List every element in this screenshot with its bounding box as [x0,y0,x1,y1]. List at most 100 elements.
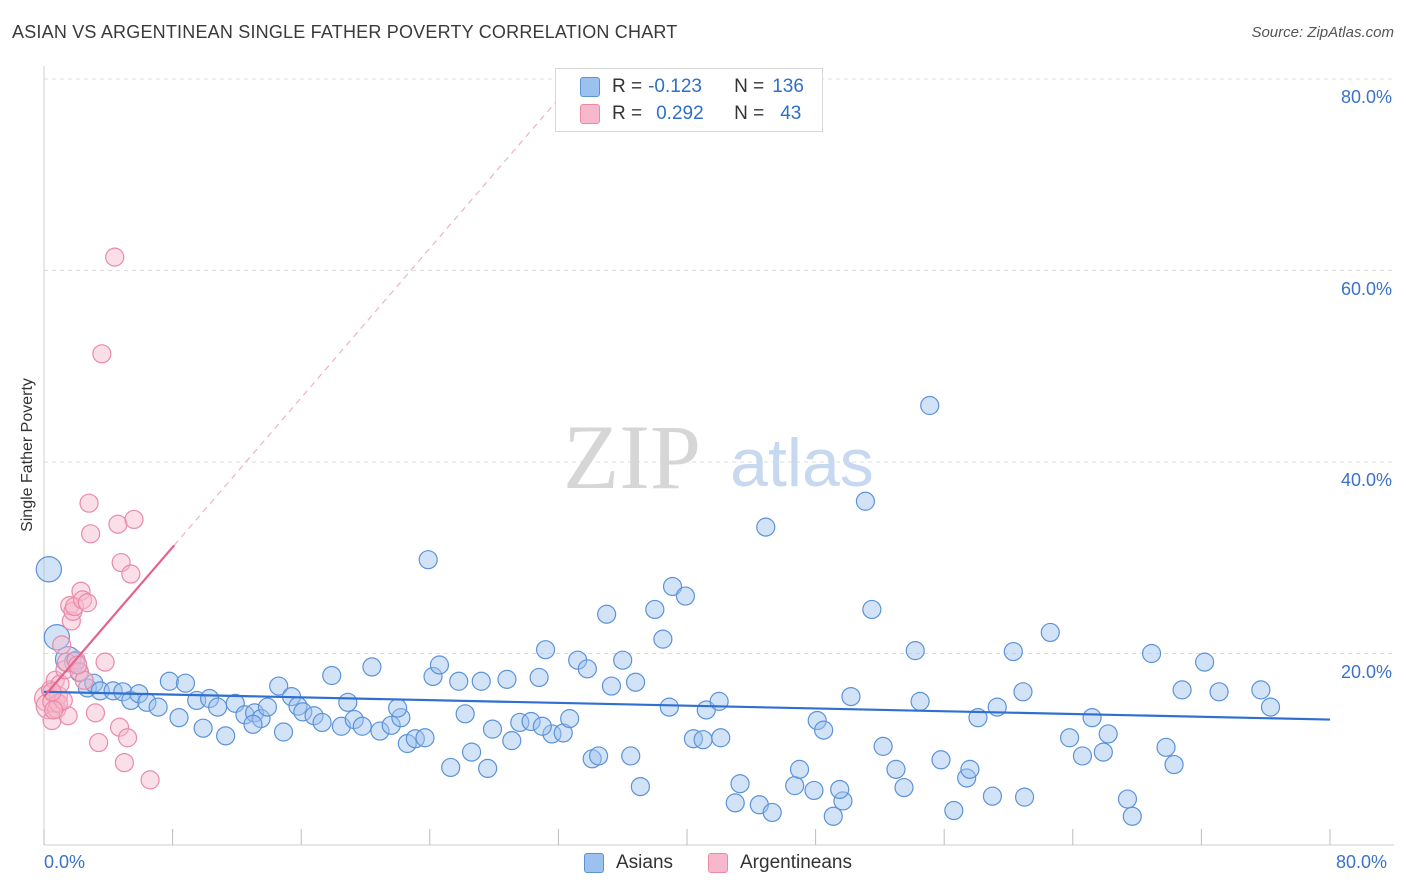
asian-point [482,719,503,739]
legend-r-value: -0.123 [648,76,702,97]
asian-point [841,686,861,707]
asian-point [429,655,450,675]
argentinean-point [52,635,72,655]
asian-point [497,669,517,689]
legend-n-value: 43 [780,103,802,124]
argentinean-point [61,611,81,631]
asian-point [415,728,435,748]
legend-row-argentineans: R = 0.292 N = 43 [580,102,801,126]
asian-point [455,704,475,724]
asian-point [1251,680,1271,700]
legend-n-value: 136 [772,76,804,97]
asian-point [1003,641,1023,662]
correlation-legend: R = -0.123 N = 136 R = 0.292 N = 43 [555,68,823,132]
asian-point [449,671,469,691]
asian-point [862,599,882,620]
asian-point [730,774,750,794]
asian-point [441,757,461,778]
argentinean-point [117,728,138,748]
argentinean-point [85,703,106,723]
asian-point [601,676,622,696]
asian-point [675,586,695,606]
argentinean-point [77,593,98,613]
asian-point [830,779,850,800]
argentineans-swatch [580,104,600,124]
asian-point [1122,806,1142,826]
asian-point [405,729,425,749]
argentinean-point [121,564,141,584]
asian-point [1072,746,1093,766]
argentineans-legend-swatch [708,853,728,873]
asian-point [807,710,827,731]
asians-swatch [580,77,600,97]
asian-point [886,759,906,779]
asian-point [944,800,964,821]
legend-item-asians: Asians [584,852,673,874]
x-tick-max: 80.0% [1336,852,1388,872]
asian-point [370,721,390,741]
argentinean-points [34,247,160,790]
asian-point [322,665,342,686]
asian-point [560,709,580,729]
argentineans-legend-label: Argentineans [740,852,852,873]
asian-point [814,720,834,740]
y-tick-label: 20.0% [1340,661,1392,682]
legend-r-label: R = [612,103,643,124]
asian-point [1014,787,1035,807]
asian-point [711,728,731,748]
asian-point [659,697,679,717]
asian-point [352,716,372,736]
asian-point [381,715,401,735]
asian-point [905,641,925,661]
legend-n-label: N = [734,76,765,97]
source-label: Source: ZipAtlas.com [1251,24,1394,41]
asian-point [532,716,552,736]
asian-point [175,673,196,693]
asian-point [982,786,1003,806]
asian-point [1209,682,1229,702]
argentinean-point [92,344,112,364]
asian-point [709,691,729,711]
asian-point [613,650,633,670]
axes [43,66,1394,846]
asian-point [1040,622,1060,643]
asian-point [1082,708,1102,728]
asian-point [423,666,443,687]
asian-point [35,556,63,583]
asian-point [683,729,704,749]
y-tick-label: 40.0% [1340,470,1392,490]
argentinean-point [79,493,99,513]
legend-n-label: N = [734,103,765,124]
argentinean-trend-line [43,544,176,698]
asian-point [725,793,745,813]
asian-point [1195,652,1215,672]
asian-point [1098,724,1118,744]
asian-trend-line [43,690,1331,721]
asian-point [1059,728,1080,748]
asian-point [1093,742,1113,762]
asian-point [208,697,228,717]
asian-point [388,698,408,718]
asian-point [645,599,665,620]
asian-point [269,676,289,696]
asian-point [169,708,189,728]
asian-point [597,604,617,624]
asian-point [1013,682,1033,702]
argentinean-point [81,524,101,544]
asians-legend-label: Asians [616,852,674,873]
asian-point [478,758,498,779]
asian-point [159,671,179,691]
watermark-atlas: atlas [730,425,874,501]
argentinean-point [44,700,64,720]
asian-points [35,395,1281,826]
argentinean-trend-extension [173,78,576,546]
asian-point [823,806,843,826]
legend-r-value: 0.292 [656,103,704,124]
asian-point [625,672,646,692]
argentinean-point [108,514,128,534]
argentinean-point [109,717,130,737]
watermark: ZIP atlas [563,406,874,508]
argentinean-point [105,247,125,267]
asian-point [920,395,940,416]
